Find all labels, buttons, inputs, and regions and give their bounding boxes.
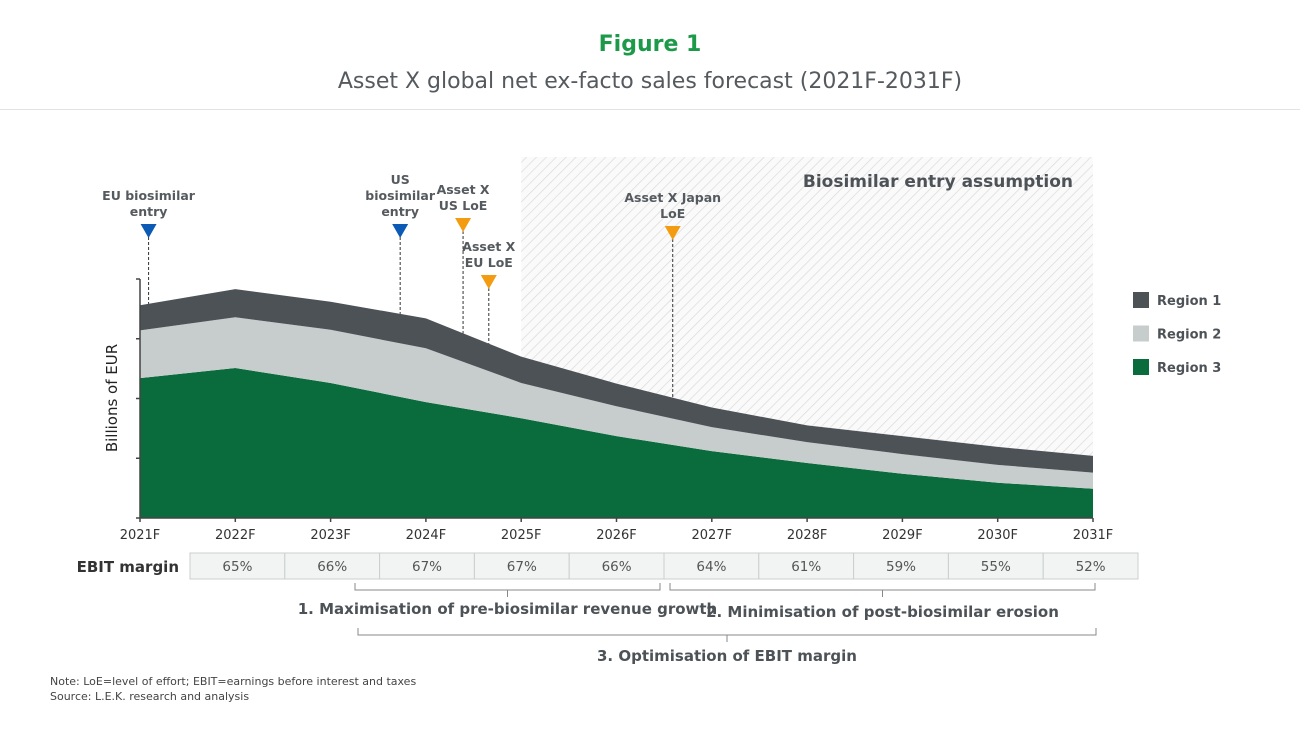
source-text: Source: L.E.K. research and analysis <box>50 690 250 703</box>
ebit-cell <box>189 552 286 580</box>
annotation-label: biosimilar <box>365 188 436 203</box>
annotation-label: US LoE <box>439 198 488 213</box>
ebit-value: 61% <box>791 559 821 575</box>
x-tick-label: 2024F <box>406 528 447 543</box>
annotation-label: LoE <box>660 206 685 221</box>
annotation-label: EU biosimilar <box>102 188 196 203</box>
bracket <box>354 583 661 597</box>
x-tick-label: 2030F <box>977 528 1018 543</box>
x-tick-label: 2028F <box>787 528 828 543</box>
annotation-label: US <box>391 172 410 187</box>
legend-label: Region 2 <box>1157 328 1221 343</box>
ebit-cell <box>947 552 1044 580</box>
marker-triangle-icon <box>664 226 681 240</box>
chart-title: Asset X global net ex-facto sales foreca… <box>337 69 963 94</box>
legend-label: Region 1 <box>1157 294 1221 309</box>
marker-triangle-icon <box>480 275 497 289</box>
ebit-value: 67% <box>412 559 442 575</box>
ebit-value: 64% <box>696 559 726 575</box>
bracket-label: 3. Optimisation of EBIT margin <box>597 647 857 665</box>
x-tick-label: 2023F <box>310 528 351 543</box>
bracket-label: 2. Minimisation of post-biosimilar erosi… <box>706 603 1059 621</box>
area-region-3 <box>140 368 1093 518</box>
bracket <box>357 628 1097 642</box>
ebit-value: 66% <box>602 559 632 575</box>
annotation-label: EU LoE <box>465 255 513 270</box>
ebit-value: 55% <box>981 559 1011 575</box>
ebit-margin-label: EBIT margin <box>77 558 179 576</box>
ebit-value: 67% <box>507 559 537 575</box>
area-region-2 <box>140 317 1093 489</box>
x-tick-label: 2027F <box>692 528 733 543</box>
x-tick-label: 2025F <box>501 528 542 543</box>
figure-label: Figure 1 <box>598 32 702 57</box>
y-axis-label: Billions of EUR <box>103 344 121 452</box>
annotation-label: entry <box>130 204 168 219</box>
ebit-value: 52% <box>1076 559 1106 575</box>
legend-swatch <box>1133 292 1149 308</box>
marker-triangle-icon <box>392 224 409 238</box>
x-tick-label: 2022F <box>215 528 256 543</box>
marker-triangle-icon <box>140 224 157 238</box>
area-region-1 <box>140 289 1093 473</box>
biosimilar-entry-label: Biosimilar entry assumption <box>803 172 1073 192</box>
x-tick-label: 2031F <box>1073 528 1114 543</box>
legend-swatch <box>1133 325 1149 342</box>
annotation-label: Asset X <box>437 182 490 197</box>
x-tick-label: 2029F <box>882 528 923 543</box>
ebit-cell <box>1042 552 1139 580</box>
ebit-cell <box>284 552 381 580</box>
ebit-value: 59% <box>886 559 916 575</box>
ebit-value: 65% <box>222 559 252 575</box>
ebit-cell <box>473 552 570 580</box>
legend-swatch <box>1133 359 1149 375</box>
note-text: Note: LoE=level of effort; EBIT=earnings… <box>50 675 417 688</box>
annotation-label: Asset X Japan <box>624 190 721 205</box>
bracket-label: 1. Maximisation of pre-biosimilar revenu… <box>298 600 717 618</box>
x-tick-label: 2021F <box>120 528 161 543</box>
annotation-label: entry <box>381 204 419 219</box>
header-divider <box>0 109 1300 110</box>
bracket <box>669 583 1096 597</box>
annotation-label: Asset X <box>462 239 515 254</box>
ebit-cell <box>853 552 949 580</box>
marker-triangle-icon <box>455 218 472 232</box>
legend-label: Region 3 <box>1157 361 1221 376</box>
x-tick-label: 2026F <box>596 528 637 543</box>
ebit-value: 66% <box>317 559 347 575</box>
ebit-cell <box>568 552 665 580</box>
ebit-cell <box>663 552 760 580</box>
